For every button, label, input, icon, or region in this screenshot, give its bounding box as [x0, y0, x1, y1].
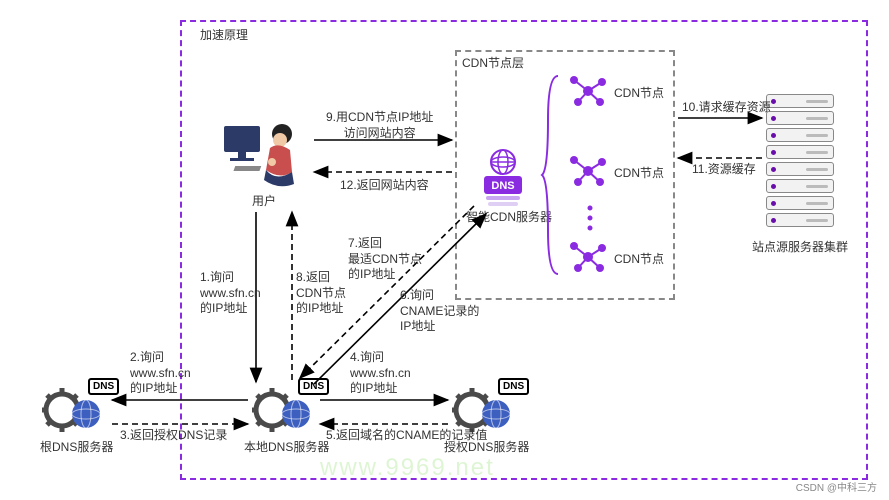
edge-6-label: 6.询问 CNAME记录的 IP地址	[400, 288, 479, 335]
edge-7-label: 7.返回 最适CDN节点 的IP地址	[348, 236, 422, 283]
local-dns-badge: DNS	[298, 378, 329, 395]
edge-1-label: 1.询问 www.sfn.cn 的IP地址	[200, 270, 261, 317]
cdn-node-2-icon	[568, 154, 608, 191]
origin-label: 站点源服务器集群	[752, 240, 848, 256]
cdn-node-2-label: CDN节点	[614, 166, 664, 182]
edge-4-label: 4.询问 www.sfn.cn 的IP地址	[350, 350, 411, 397]
edge-12-label: 12.返回网站内容	[340, 178, 429, 194]
credit-text: CSDN @中科三方	[796, 479, 877, 494]
cdn-box-title: CDN节点层	[462, 56, 524, 72]
root-dns-label: 根DNS服务器	[40, 440, 113, 456]
cdn-node-3-icon	[568, 240, 608, 277]
local-dns-label: 本地DNS服务器	[244, 440, 329, 456]
edge-2-label: 2.询问 www.sfn.cn 的IP地址	[130, 350, 191, 397]
root-dns-badge: DNS	[88, 378, 119, 395]
smart-cdn-icon: DNS	[478, 148, 528, 211]
outer-box-title: 加速原理	[200, 28, 248, 44]
cdn-ellipsis-icon	[580, 204, 600, 234]
watermark-text: www.9969.net	[320, 454, 495, 482]
brace-icon	[540, 70, 564, 280]
edge-8-label: 8.返回 CDN节点 的IP地址	[296, 270, 346, 317]
cdn-node-1-icon	[568, 74, 608, 111]
svg-text:DNS: DNS	[491, 180, 514, 192]
edge-3-label: 3.返回授权DNS记录	[120, 428, 227, 444]
user-icon	[220, 120, 310, 193]
edge-9-label: 9.用CDN节点IP地址 访问网站内容	[326, 110, 433, 141]
edge-10-label: 10.请求缓存资源	[682, 100, 771, 116]
cdn-node-1-label: CDN节点	[614, 86, 664, 102]
edge-5-label: 5.返回域名的CNAME的记录值	[326, 428, 487, 444]
origin-server-icon	[766, 94, 834, 227]
edge-11-label: 11.资源缓存	[692, 162, 756, 178]
auth-dns-badge: DNS	[498, 378, 529, 395]
cdn-node-3-label: CDN节点	[614, 252, 664, 268]
user-label: 用户	[252, 194, 276, 210]
